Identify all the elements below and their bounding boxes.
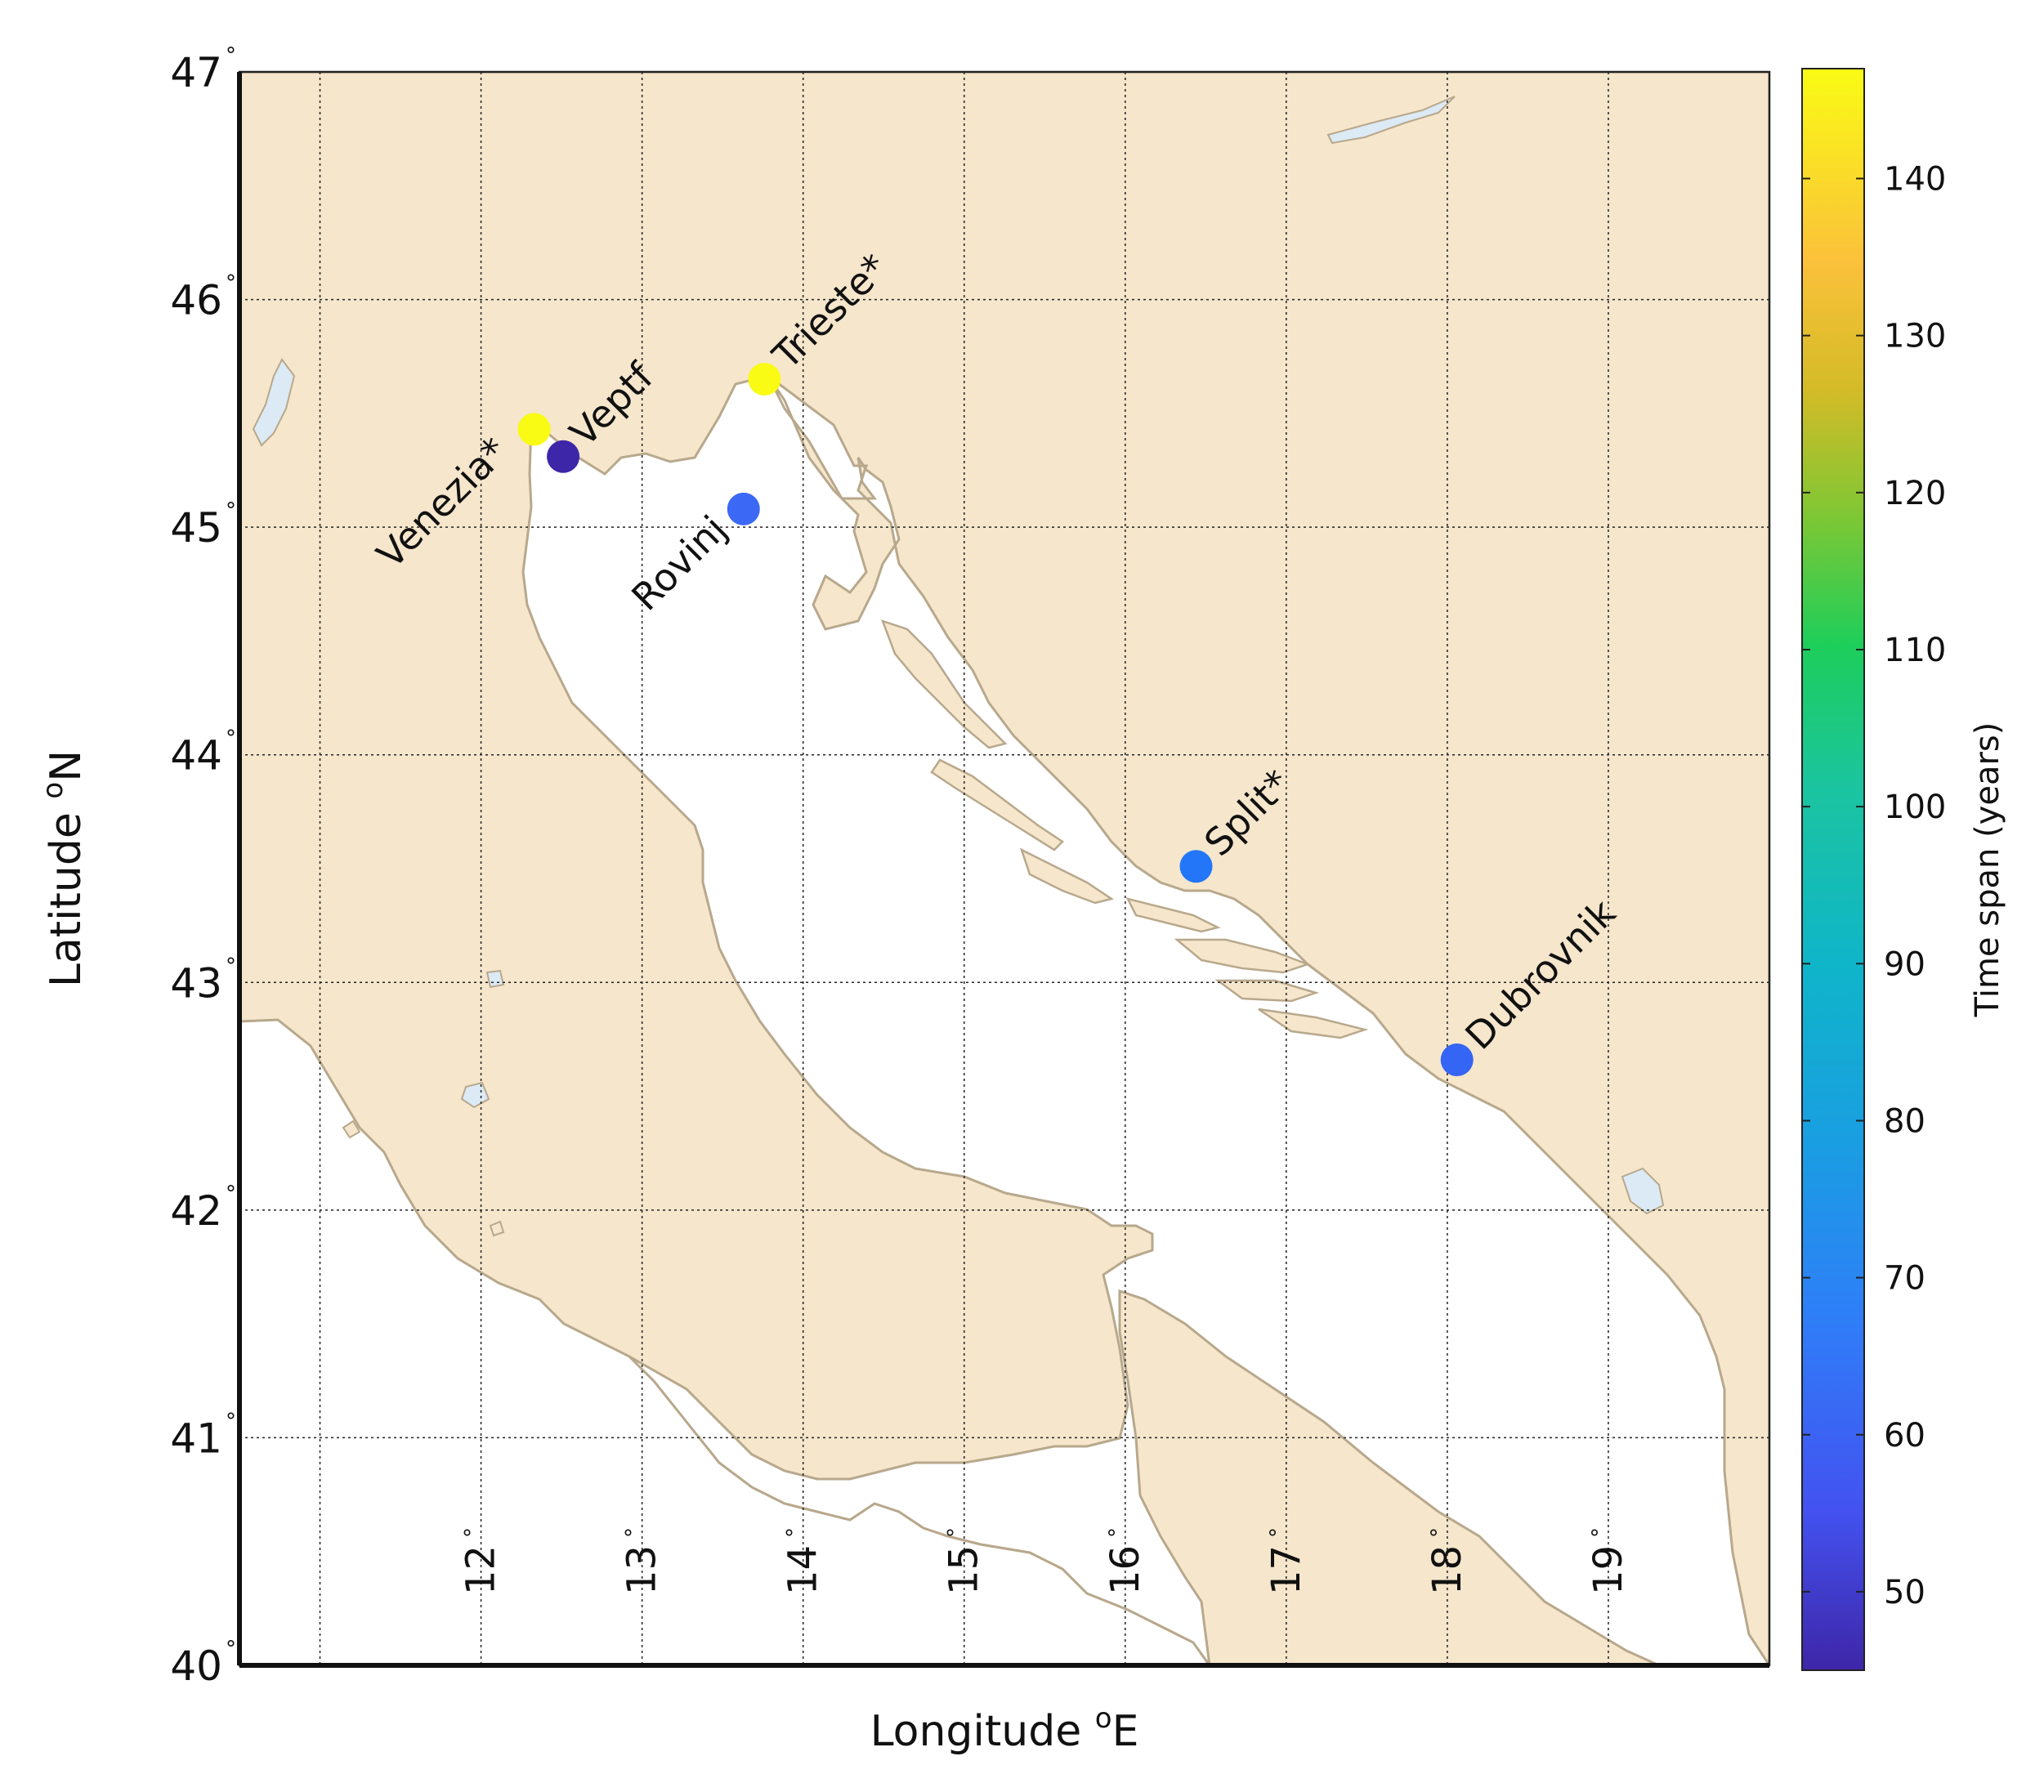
colorbar-label: Time span (years) (1969, 722, 2006, 1018)
lon-degree-symbol: ° (461, 1527, 485, 1538)
lon-tick-label: 19 (1586, 1545, 1631, 1595)
lat-tick-label: 45 (170, 504, 222, 552)
colorbar (1801, 68, 1865, 1671)
tyrrhenian-islands (342, 1119, 505, 1237)
lon-degree-symbol: ° (622, 1527, 646, 1538)
lon-tick-label: 16 (1103, 1545, 1148, 1595)
station-marker (547, 440, 580, 473)
lon-degree-symbol: ° (1427, 1527, 1451, 1538)
station-marker (748, 363, 781, 396)
lon-degree-symbol: ° (1105, 1527, 1129, 1538)
colorbar-tick-label: 130 (1884, 318, 1946, 355)
colorbar-tick-label: 120 (1884, 475, 1946, 512)
lon-tick-label: 14 (780, 1545, 826, 1595)
colorbar-tick-label: 70 (1884, 1260, 1925, 1298)
lon-tick-label: 12 (458, 1545, 504, 1595)
colorbar-tick-label: 50 (1884, 1574, 1925, 1611)
lat-tick-label: 44 (170, 732, 222, 780)
lon-tick-label: 17 (1264, 1545, 1309, 1595)
adriatic-sea (521, 374, 1769, 1665)
lakes (252, 96, 1665, 1215)
lake-garda (252, 358, 296, 447)
colorbar-tick-label: 90 (1884, 945, 1925, 983)
y-axis-label: Latitude oN (37, 750, 91, 987)
colorbar-tick-label: 80 (1884, 1102, 1925, 1140)
lake-scutari (1621, 1167, 1665, 1215)
lon-degree-symbol: ° (944, 1527, 968, 1538)
colorbar-tick-label: 140 (1884, 161, 1946, 199)
station-marker (1440, 1043, 1474, 1076)
kvarner-islands (880, 619, 1369, 1039)
colorbar-tick-label: 110 (1884, 632, 1946, 669)
lon-tick-label: 18 (1425, 1545, 1470, 1595)
lat-tick-label: 42 (170, 1187, 222, 1235)
station-marker (517, 413, 551, 446)
lat-degree-symbol: ° (226, 43, 236, 68)
lat-tick-label: 41 (170, 1414, 222, 1462)
map-content (239, 72, 1769, 1665)
lon-degree-symbol: ° (783, 1527, 807, 1538)
graticule (239, 72, 1769, 1665)
lon-tick-label: 15 (941, 1545, 987, 1595)
colorbar-tick-label: 60 (1884, 1417, 1925, 1455)
lake-bolsena (485, 969, 505, 989)
station-marker (727, 492, 760, 525)
lat-degree-symbol: ° (226, 954, 236, 978)
lon-degree-symbol: ° (1266, 1527, 1290, 1538)
lon-tick-label: 13 (619, 1545, 665, 1595)
lat-degree-symbol: ° (226, 271, 236, 296)
lat-degree-symbol: ° (226, 726, 236, 751)
lat-degree-symbol: ° (226, 498, 236, 523)
colorbar-ticks: 50 60 70 80 90 100 110 120 130 140 (1802, 161, 1946, 1611)
lat-tick-labels: 40 °41 °42 °43 °44 °45 °46 °47 ° (170, 43, 236, 1690)
lon-degree-symbol: ° (1588, 1527, 1612, 1538)
colorbar-tick-label: 100 (1884, 789, 1946, 826)
lat-degree-symbol: ° (226, 1182, 236, 1206)
lat-tick-label: 43 (170, 959, 222, 1007)
lat-tick-label: 40 (170, 1642, 222, 1690)
lat-tick-label: 46 (170, 277, 222, 324)
lat-degree-symbol: ° (226, 1409, 236, 1433)
x-axis-label: Longitude oE (870, 1702, 1139, 1756)
lat-tick-label: 47 (170, 49, 222, 96)
lake-balaton (1326, 96, 1456, 145)
lat-degree-symbol: ° (226, 1637, 236, 1661)
lon-tick-labels: 12 ° 13 ° 14 ° 15 ° 16 ° 17 ° 18 ° 19 ° (458, 1527, 1631, 1595)
station-marker (1179, 850, 1213, 883)
